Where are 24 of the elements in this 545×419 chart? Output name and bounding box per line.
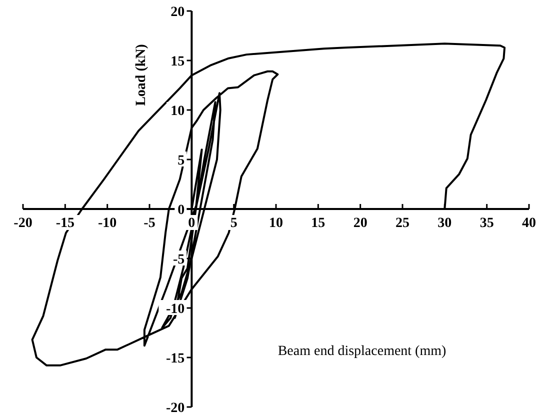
x-tick-label: -20 <box>14 216 32 231</box>
x-tick-label: 30 <box>438 216 452 231</box>
x-tick-label: 40 <box>522 216 536 231</box>
x-tick-label: -5 <box>144 216 156 231</box>
y-tick-label: 15 <box>170 54 185 70</box>
x-tick-label: 5 <box>230 216 238 231</box>
y-tick-label: 0 <box>178 203 185 218</box>
y-tick-label: -20 <box>166 401 185 416</box>
y-tick-label: 20 <box>170 5 185 20</box>
y-tick-label: 5 <box>178 154 185 168</box>
x-tick-label: 25 <box>396 216 410 231</box>
x-tick-label: 15 <box>311 216 326 231</box>
x-tick-label: 20 <box>353 216 368 231</box>
x-axis-title: Beam end displacement (mm) <box>278 344 446 359</box>
x-tick-label: 10 <box>269 216 283 231</box>
x-tick-label: -15 <box>56 216 75 231</box>
x-tick-label: -10 <box>98 216 117 231</box>
y-axis-title: Load (kN) <box>134 44 149 106</box>
y-tick-label: -15 <box>166 352 185 366</box>
x-tick-label: 35 <box>480 216 494 231</box>
y-tick-label: 10 <box>170 104 185 119</box>
y-tick-label: -5 <box>172 252 185 268</box>
x-tick-label: 0 <box>188 216 196 231</box>
y-tick-label: -10 <box>166 302 185 317</box>
